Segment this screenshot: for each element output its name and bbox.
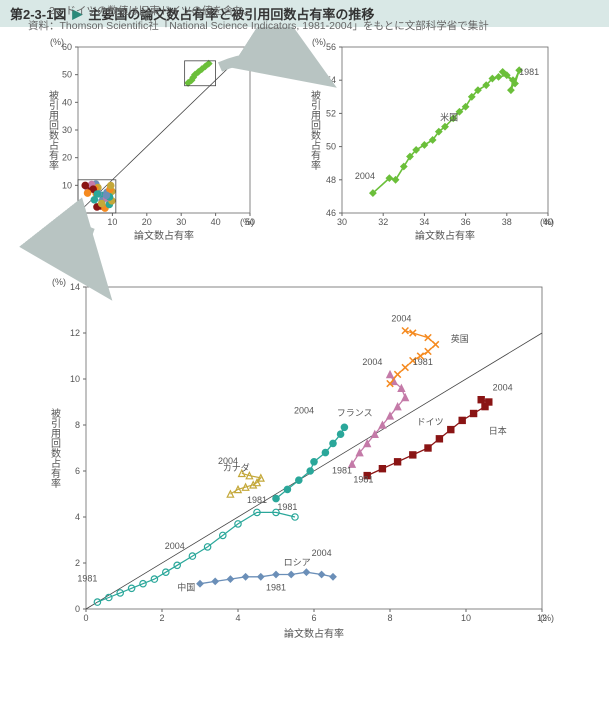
chart-overview: 010203040500102030405060(%)(%)論文数占有率被引用回… [40, 33, 260, 243]
svg-text:4: 4 [235, 613, 240, 623]
svg-text:日本: 日本 [489, 425, 507, 436]
svg-text:論文数占有率: 論文数占有率 [284, 627, 344, 640]
svg-text:2004: 2004 [165, 541, 185, 551]
svg-text:2004: 2004 [218, 456, 238, 466]
svg-text:ドイツ: ドイツ [417, 417, 444, 427]
chart-usa-zoom: 303234363840464850525456米国20041981(%)(%)… [300, 33, 560, 243]
svg-text:0: 0 [75, 217, 80, 227]
svg-text:1981: 1981 [519, 67, 539, 77]
svg-text:0: 0 [75, 604, 80, 614]
svg-text:6: 6 [75, 466, 80, 476]
note-source: 資料：Thomson Scientific社「National Science … [28, 19, 489, 35]
svg-text:46: 46 [326, 208, 336, 218]
svg-text:32: 32 [378, 217, 388, 227]
svg-text:被引用回数占有率: 被引用回数占有率 [49, 407, 61, 489]
svg-text:12: 12 [70, 328, 80, 338]
svg-text:10: 10 [70, 374, 80, 384]
svg-text:米国: 米国 [440, 112, 458, 123]
svg-text:54: 54 [326, 75, 336, 85]
svg-text:論文数占有率: 論文数占有率 [134, 229, 194, 242]
svg-text:2004: 2004 [493, 383, 513, 393]
svg-text:2: 2 [159, 613, 164, 623]
svg-text:(%): (%) [540, 613, 554, 623]
svg-text:被引用回数占有率: 被引用回数占有率 [309, 89, 321, 171]
svg-text:30: 30 [176, 217, 186, 227]
svg-text:2004: 2004 [391, 314, 411, 324]
svg-text:40: 40 [211, 217, 221, 227]
svg-text:論文数占有率: 論文数占有率 [415, 229, 475, 242]
svg-text:2004: 2004 [294, 406, 314, 416]
svg-text:56: 56 [326, 42, 336, 52]
svg-text:34: 34 [419, 217, 429, 227]
svg-text:6: 6 [311, 613, 316, 623]
svg-text:0: 0 [83, 613, 88, 623]
svg-text:2004: 2004 [362, 357, 382, 367]
svg-text:(%): (%) [312, 37, 326, 47]
svg-text:2: 2 [75, 558, 80, 568]
svg-text:2004: 2004 [355, 171, 375, 181]
svg-text:50: 50 [326, 142, 336, 152]
svg-text:14: 14 [70, 282, 80, 292]
svg-text:50: 50 [62, 70, 72, 80]
svg-text:40: 40 [62, 97, 72, 107]
svg-text:8: 8 [75, 420, 80, 430]
svg-text:20: 20 [142, 217, 152, 227]
svg-text:48: 48 [326, 175, 336, 185]
svg-text:38: 38 [502, 217, 512, 227]
svg-text:1981: 1981 [277, 502, 297, 512]
svg-text:2004: 2004 [312, 548, 332, 558]
svg-text:1981: 1981 [413, 357, 433, 367]
svg-text:10: 10 [107, 217, 117, 227]
svg-text:20: 20 [62, 153, 72, 163]
svg-text:30: 30 [62, 125, 72, 135]
svg-text:0: 0 [67, 208, 72, 218]
svg-text:1981: 1981 [353, 475, 373, 485]
svg-text:1981: 1981 [247, 495, 267, 505]
note-2: 2．ドイツの数値は旧東ドイツの値を含む。 [28, 4, 489, 20]
svg-text:1981: 1981 [332, 465, 352, 475]
svg-text:ロシア: ロシア [284, 557, 311, 567]
figure-body: 010203040500102030405060(%)(%)論文数占有率被引用回… [0, 27, 609, 41]
svg-text:10: 10 [461, 613, 471, 623]
svg-text:30: 30 [337, 217, 347, 227]
svg-text:36: 36 [461, 217, 471, 227]
svg-text:(%): (%) [52, 277, 66, 287]
svg-text:52: 52 [326, 108, 336, 118]
svg-text:中国: 中国 [177, 582, 195, 593]
svg-text:(%): (%) [240, 217, 254, 227]
svg-text:英国: 英国 [451, 333, 469, 344]
svg-text:10: 10 [62, 180, 72, 190]
svg-text:(%): (%) [50, 37, 64, 47]
svg-text:被引用回数占有率: 被引用回数占有率 [47, 89, 59, 171]
svg-text:4: 4 [75, 512, 80, 522]
svg-text:1981: 1981 [266, 583, 286, 593]
svg-text:8: 8 [387, 613, 392, 623]
svg-text:1981: 1981 [77, 573, 97, 583]
svg-text:(%): (%) [540, 217, 554, 227]
svg-text:フランス: フランス [337, 408, 373, 418]
chart-detail: 02468101202468101214英国ドイツ日本フランスカナダロシア中国1… [40, 273, 560, 643]
figure-notes: 注）1．ロシアの数値は旧ソ連の値を含んでいる。 2．ドイツの数値は旧東ドイツの値… [28, 0, 489, 35]
